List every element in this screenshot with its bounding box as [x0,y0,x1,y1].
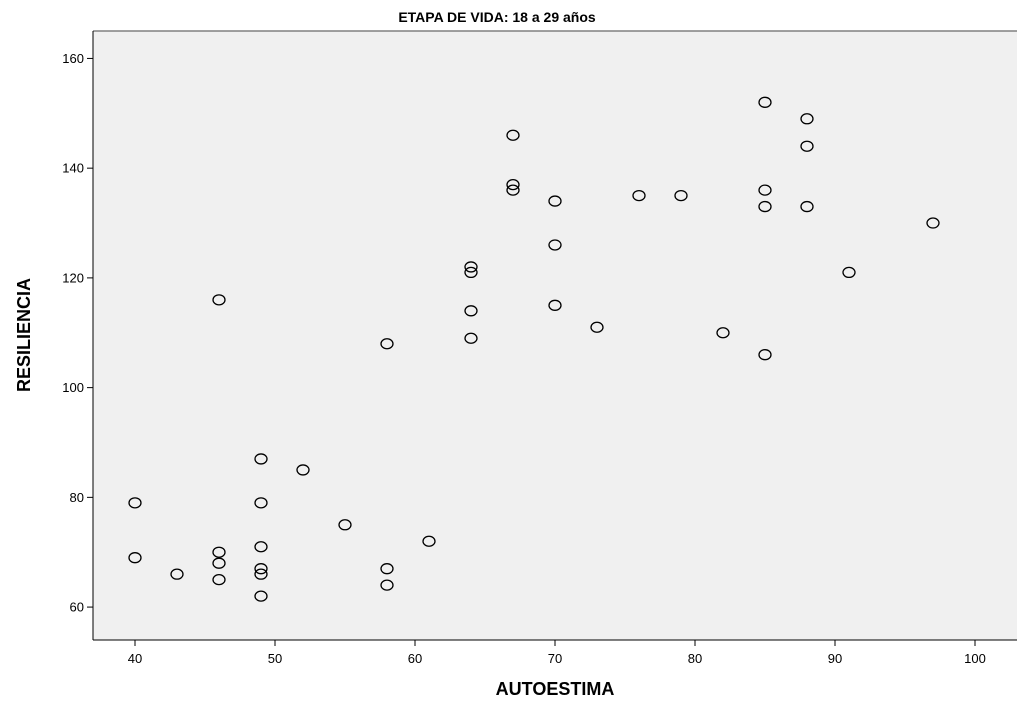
y-tick-label: 120 [62,270,84,285]
x-tick-label: 100 [964,651,986,666]
data-point [506,184,520,196]
data-point [464,332,478,344]
y-axis-ticks: 60 80 100 120 140 160 [62,51,93,615]
x-tick-label: 70 [548,651,562,666]
data-point [254,590,268,602]
y-tick-label: 140 [62,161,84,176]
data-point [464,261,478,273]
data-points [128,96,940,602]
data-point [296,464,310,476]
data-point [800,200,814,213]
data-point [128,497,142,509]
x-axis-label: AUTOESTIMA [496,679,615,699]
x-tick-label: 80 [688,651,702,666]
data-point [716,327,730,339]
data-point [464,266,478,279]
y-axis-label: RESILIENCIA [14,278,34,392]
data-point [674,189,688,202]
data-point [548,195,562,207]
data-point [212,294,226,306]
chart-title: ETAPA DE VIDA: 18 a 29 años [398,9,596,25]
data-point [212,557,226,569]
data-point [254,563,268,575]
plot-area [93,31,1017,640]
data-point [254,497,268,509]
data-point [548,239,562,251]
data-point [212,573,226,586]
data-point [926,217,940,229]
data-point [506,178,520,191]
data-point [800,113,814,125]
x-tick-label: 90 [828,651,842,666]
data-point [170,568,184,580]
data-point [254,568,268,580]
data-point [338,519,352,531]
x-tick-label: 50 [268,651,282,666]
data-point [254,453,268,465]
data-point [380,563,394,575]
data-point [422,535,436,547]
data-point [758,200,772,213]
data-point [842,266,856,279]
y-tick-label: 160 [62,51,84,66]
data-point [380,579,394,591]
data-point [758,184,772,196]
y-tick-label: 60 [70,600,84,615]
data-point [212,546,226,558]
data-point [632,189,646,202]
data-point [758,96,772,108]
y-tick-label: 80 [70,490,84,505]
data-point [800,140,814,152]
x-axis-ticks: 40 50 60 70 80 90 100 [128,640,986,666]
data-point [128,552,142,564]
x-tick-label: 40 [128,651,142,666]
data-point [758,349,772,361]
y-tick-label: 100 [62,380,84,395]
data-point [506,129,520,141]
data-point [254,541,268,553]
data-point [464,305,478,317]
data-point [548,299,562,311]
x-tick-label: 60 [408,651,422,666]
data-point [590,321,604,333]
data-point [380,338,394,350]
